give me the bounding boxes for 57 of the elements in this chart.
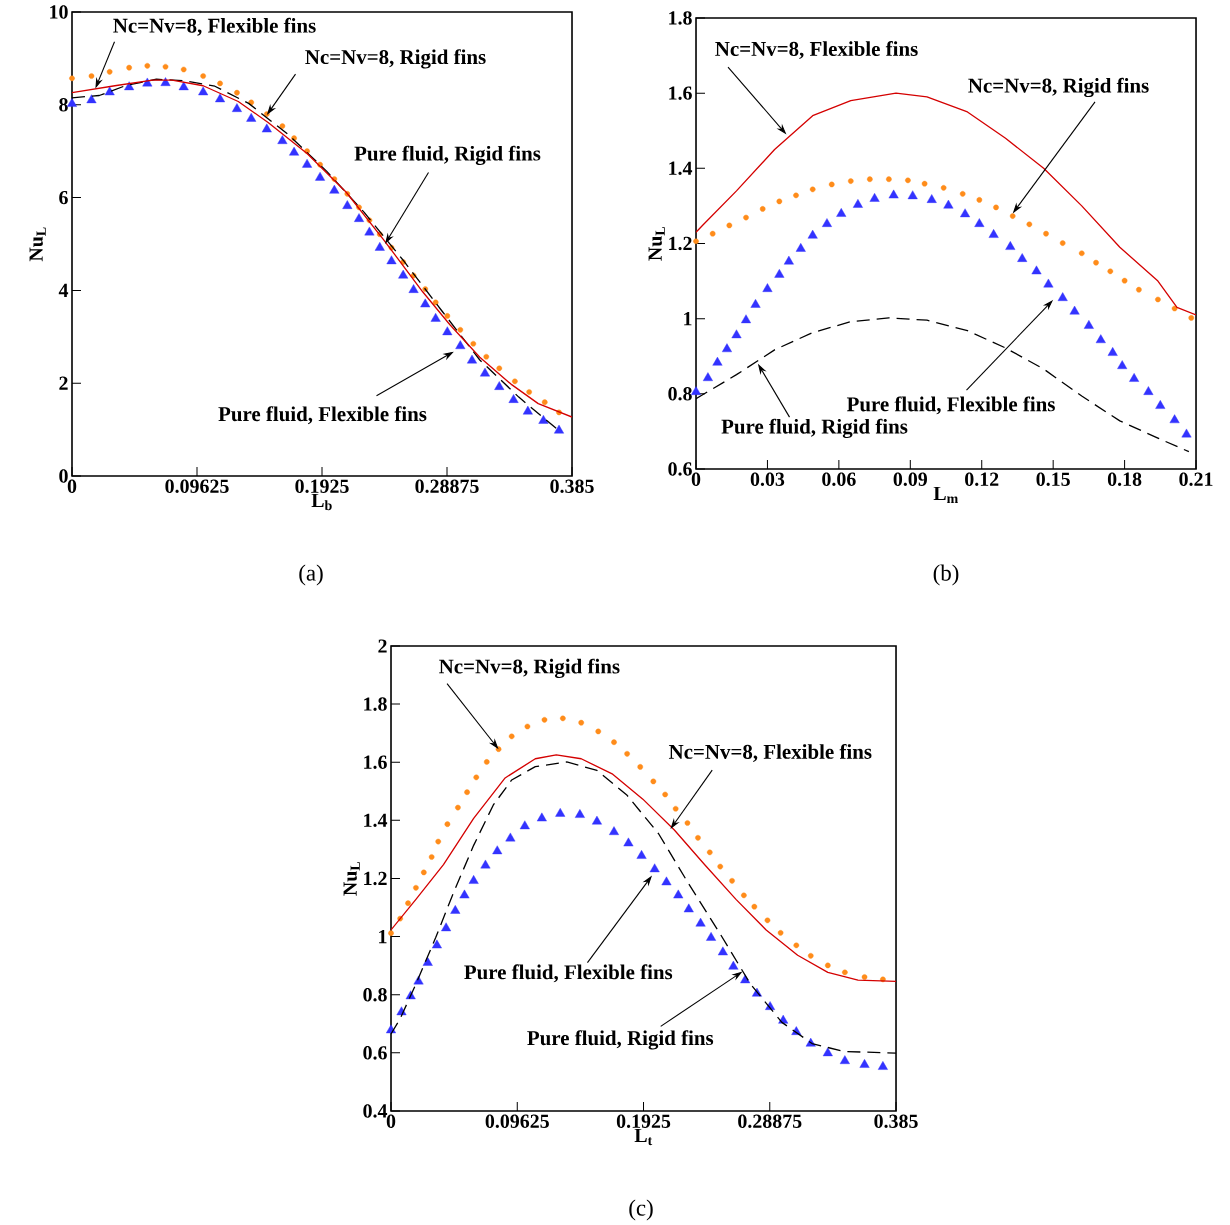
y-tick-label: 1.8 — [669, 11, 692, 25]
annotation: Nc=Nv=8, Flexible fins — [715, 41, 918, 59]
x-axis-title: L$_{b}$ — [311, 493, 332, 511]
y-tick-label: 2 — [59, 376, 68, 390]
text: (a) — [299, 564, 323, 586]
y-tick-label: 1.6 — [364, 755, 387, 769]
y-tick-label: 1 — [379, 930, 387, 944]
annotation: Nc=Nv=8, Rigid fins — [968, 77, 1149, 98]
y-tick-label: 0.4 — [363, 1104, 388, 1118]
y-tick-label: 0.8 — [668, 387, 692, 401]
annotation: Pure fluid, Flexible fins — [846, 396, 1055, 415]
annotation: Nc=Nv=8, Flexible fins — [113, 17, 316, 36]
y-tick-label: 1.4 — [364, 813, 388, 828]
y-tick-label: 1.4 — [669, 161, 693, 176]
x-tick-label: 0.385 — [874, 1114, 918, 1129]
y-axis-title: Nu$_{L}$ — [29, 227, 46, 262]
y-tick-label: 0.8 — [363, 987, 387, 1002]
y-tick-label: 4 — [58, 283, 69, 297]
x-tick-label: 0.18 — [1107, 472, 1142, 487]
annotation: Nc=Nv=8, Flexible fins — [668, 743, 872, 762]
annotation: Nc=Nv=8, Rigid fins — [305, 49, 486, 69]
annotation: Pure fluid, Rigid fins — [721, 418, 908, 439]
y-tick-label: 6 — [59, 190, 68, 205]
y-axis-title: Nu$_{L}$ — [648, 226, 665, 261]
x-tick-label: 0.28875 — [738, 1114, 802, 1129]
x-tick-label: 0.09 — [893, 472, 928, 487]
y-axis-title: Nu$_{L}$ — [343, 861, 360, 896]
x-tick-label: 0.09625 — [485, 1114, 549, 1129]
y-tick-label: 1 — [684, 312, 692, 326]
x-tick-label: 0.06 — [822, 472, 856, 487]
x-tick-label: 0.21 — [1179, 472, 1213, 487]
y-tick-label: 0.6 — [363, 1046, 387, 1060]
y-tick-label: 10 — [50, 5, 68, 19]
x-tick-label: 0.09625 — [165, 479, 229, 494]
x-tick-label: 0.15 — [1036, 472, 1070, 487]
y-tick-label: 0.6 — [668, 462, 692, 476]
y-tick-label: 1.8 — [364, 697, 387, 711]
x-tick-label: 0.385 — [550, 479, 594, 494]
text: (c) — [629, 1199, 653, 1221]
annotation: Pure fluid, Rigid fins — [527, 1030, 714, 1050]
x-axis-title: L$_{t}$ — [634, 1128, 653, 1146]
annotation: Pure fluid, Flexible fins — [218, 406, 427, 425]
y-tick-label: 8 — [59, 98, 68, 112]
x-tick-label: 0.28875 — [415, 479, 479, 494]
x-axis-title: L$_{m}$ — [933, 486, 958, 504]
y-tick-label: 1.2 — [364, 871, 387, 886]
y-tick-label: 1.2 — [669, 236, 692, 251]
x-tick-label: 0.12 — [965, 472, 999, 487]
x-tick-label: 0.1925 — [295, 479, 349, 494]
x-tick-label: 0.03 — [750, 472, 785, 487]
annotation: Pure fluid, Rigid fins — [354, 145, 541, 166]
y-tick-label: 2 — [378, 639, 387, 653]
annotation: Pure fluid, Flexible fins — [464, 964, 673, 983]
annotation: Nc=Nv=8, Rigid fins — [439, 658, 620, 678]
text: (b) — [933, 564, 959, 586]
y-tick-label: 1.6 — [669, 86, 692, 100]
x-tick-label: 0.1925 — [616, 1114, 671, 1129]
